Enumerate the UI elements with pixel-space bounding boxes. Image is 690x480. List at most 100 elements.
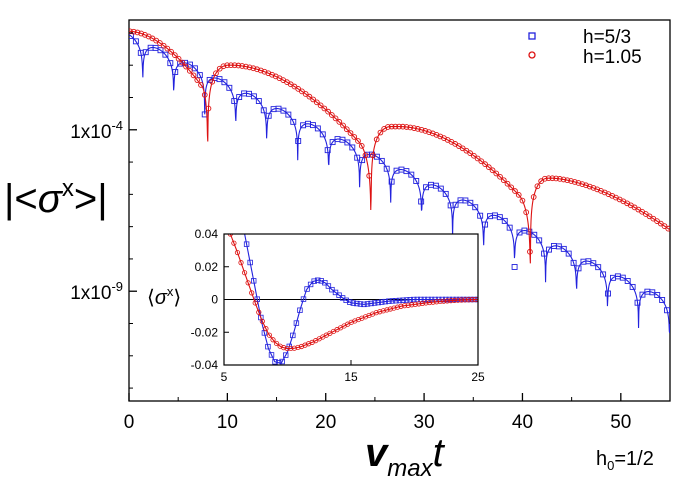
series-h105-point bbox=[186, 68, 193, 74]
series-h53-point bbox=[373, 153, 380, 160]
series-h105-point bbox=[130, 28, 137, 35]
inset-series-h105-point bbox=[238, 260, 244, 266]
param-annotation-tail: =1/2 bbox=[614, 448, 653, 470]
inset-series-h53-point bbox=[407, 297, 413, 303]
series-h105-point bbox=[302, 91, 309, 97]
series-h105-point bbox=[175, 55, 182, 62]
series-h105-point bbox=[257, 67, 264, 74]
series-h105-point bbox=[594, 186, 601, 193]
inset-series-h53-point bbox=[329, 286, 335, 293]
series-h53-point bbox=[324, 147, 331, 154]
series-h105-point bbox=[306, 93, 313, 100]
inset-series-h53-point bbox=[322, 280, 328, 286]
series-h53-point bbox=[575, 265, 582, 272]
series-h105-point bbox=[545, 175, 552, 182]
series-h53-point bbox=[531, 231, 538, 238]
series-h105-point bbox=[519, 197, 526, 204]
series-h53-point bbox=[167, 60, 174, 67]
series-h105-point bbox=[392, 123, 399, 130]
main-plot-frame bbox=[128, 19, 671, 402]
inset-series-h105-point bbox=[409, 302, 415, 308]
inset-series-h105-point bbox=[284, 345, 290, 352]
main-xtick-label: 30 bbox=[414, 412, 435, 433]
series-h105-point bbox=[403, 124, 410, 130]
series-h53-point bbox=[654, 292, 661, 298]
inset-series-h105-point bbox=[451, 297, 457, 303]
main-xtick-label: 40 bbox=[512, 412, 533, 433]
series-h53-point bbox=[260, 107, 267, 114]
series-h105-point bbox=[504, 180, 511, 187]
series-h105-point bbox=[497, 173, 503, 180]
series-h105-point bbox=[433, 132, 440, 138]
series-h53-point bbox=[349, 144, 356, 151]
series-h105-point bbox=[515, 191, 522, 198]
series-h105-point bbox=[224, 62, 231, 69]
inset-series-h53-point bbox=[311, 278, 317, 284]
series-h53-point bbox=[506, 224, 513, 231]
series-h53-point bbox=[546, 246, 552, 253]
series-h53-point bbox=[132, 38, 139, 45]
series-h105-point bbox=[347, 130, 354, 136]
series-h105-point bbox=[426, 129, 432, 135]
series-h105-point bbox=[467, 150, 473, 157]
inset-series-h53-point bbox=[307, 281, 314, 288]
inset-series-h105-point bbox=[384, 307, 390, 313]
series-h105-point bbox=[478, 158, 485, 165]
series-h53-point bbox=[196, 72, 203, 79]
series-h105-point bbox=[340, 122, 346, 129]
series-h105-point bbox=[556, 176, 563, 182]
series-h105-point bbox=[377, 129, 384, 136]
inset-series-h53-point bbox=[396, 297, 403, 304]
series-h105-point bbox=[129, 28, 133, 35]
inset-xtick-label: 25 bbox=[471, 370, 485, 384]
inset-series-h53-point bbox=[371, 300, 378, 306]
series-h105-point bbox=[665, 225, 670, 232]
inset-series-h53-point bbox=[386, 298, 392, 304]
series-h105-point bbox=[362, 152, 369, 159]
series-h53-point bbox=[329, 139, 336, 146]
series-h53-point bbox=[388, 178, 395, 185]
inset-series-h53-point bbox=[336, 292, 342, 298]
series-h105-point bbox=[388, 123, 395, 130]
inset-series-h53-point bbox=[361, 301, 367, 308]
series-h53-point bbox=[319, 131, 326, 138]
inset-series-h105-point bbox=[259, 318, 265, 324]
series-h105-point bbox=[246, 64, 253, 71]
series-h53-point bbox=[541, 250, 548, 257]
main-xtick-label: 0 bbox=[124, 412, 135, 433]
series-h105-point bbox=[190, 72, 197, 79]
series-h105-point bbox=[657, 220, 664, 227]
series-h105-point bbox=[422, 128, 429, 134]
inset-series-h105-point bbox=[377, 309, 383, 315]
inset-series-h105-point bbox=[412, 301, 418, 307]
series-h53-point bbox=[590, 260, 597, 267]
series-h105-point bbox=[429, 130, 436, 137]
series-h105-point bbox=[530, 194, 537, 200]
inset-series-h105-point bbox=[448, 298, 454, 304]
series-h53-point bbox=[442, 190, 449, 197]
series-h53-point bbox=[172, 69, 179, 75]
inset-series-h53-point bbox=[368, 300, 374, 307]
inset-series-h53-point bbox=[279, 358, 285, 365]
series-h105-point bbox=[508, 184, 515, 191]
series-h105-point bbox=[523, 209, 530, 216]
series-h53-point bbox=[496, 214, 503, 221]
main-xlabel-tail: t bbox=[433, 431, 446, 475]
inset-series-h53-point bbox=[268, 352, 275, 358]
inset-series-h105-point bbox=[245, 280, 251, 286]
inset-series-h105-point bbox=[295, 344, 301, 351]
series-h105-point bbox=[385, 124, 391, 130]
series-h53-point bbox=[605, 290, 611, 297]
main-ylabel: |<σx>| bbox=[4, 175, 108, 221]
inset-series-h53-point bbox=[275, 360, 282, 365]
series-h105-point bbox=[205, 105, 212, 112]
main-xtick-label: 20 bbox=[315, 412, 336, 433]
series-h53-point bbox=[570, 259, 577, 266]
series-h105-point bbox=[138, 30, 145, 37]
series-h53-point bbox=[408, 171, 415, 178]
series-h105-point bbox=[261, 68, 268, 75]
inset-series-h53-point bbox=[350, 300, 356, 306]
series-h53-point bbox=[255, 98, 262, 104]
series-h53-point bbox=[236, 94, 243, 101]
